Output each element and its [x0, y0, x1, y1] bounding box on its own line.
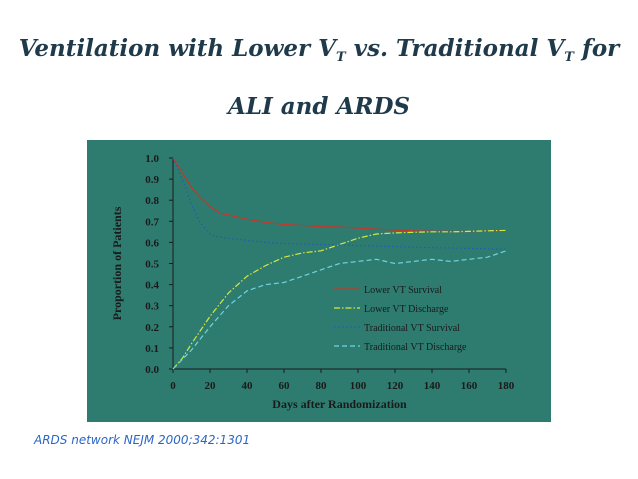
y-tick-label: 0.5 — [145, 259, 159, 271]
x-tick-label: 0 — [170, 380, 176, 392]
x-tick-label: 160 — [461, 380, 478, 392]
title-subscript-2: T — [564, 50, 574, 65]
legend-label: Traditional VT Discharge — [364, 342, 467, 353]
citation-text: ARDS network NEJM 2000;342:1301 — [34, 433, 251, 447]
series-line-3 — [172, 157, 507, 250]
x-tick-label: 60 — [279, 380, 291, 392]
y-tick-label: 0.2 — [145, 322, 159, 334]
series-line-2 — [172, 229, 507, 370]
y-tick-label: 0.7 — [145, 216, 159, 228]
title-text-part-1: Ventilation with Lower V — [18, 35, 337, 62]
title-subscript-1: T — [336, 50, 346, 65]
y-tick-label: 0.3 — [145, 301, 159, 313]
chart-panel: 0.0 0.1 0.2 0.3 0.4 0.5 0.6 0.7 0.8 0.9 1.0 0 20 40 60… — [87, 140, 551, 422]
x-tick-label: 40 — [242, 380, 254, 392]
x-tick-label: 180 — [498, 380, 515, 392]
survival-discharge-chart: 0.0 0.1 0.2 0.3 0.4 0.5 0.6 0.7 0.8 0.9 1.0 0 20 40 60… — [110, 153, 515, 411]
title-text-part-3: for — [573, 35, 620, 62]
y-tick-label: 0.9 — [145, 174, 159, 186]
x-tick-label: 140 — [424, 380, 441, 392]
x-tick-label: 80 — [316, 380, 328, 392]
legend-label: Lower VT Survival — [364, 285, 442, 296]
x-tick-label: 20 — [205, 380, 217, 392]
y-tick-label: 1.0 — [145, 153, 159, 165]
series-line-1 — [172, 157, 507, 233]
legend-label: Lower VT Discharge — [364, 304, 449, 315]
slide-title-line-2: ALI and ARDS — [227, 93, 410, 120]
y-tick-label: 0.1 — [145, 343, 159, 355]
legend-label: Traditional VT Survival — [364, 323, 460, 334]
y-axis-label: Proportion of Patients — [110, 206, 124, 320]
y-tick-label: 0.0 — [145, 364, 159, 376]
x-tick-label: 100 — [350, 380, 367, 392]
y-tick-label: 0.8 — [145, 195, 159, 207]
y-tick-label: 0.4 — [145, 280, 159, 292]
x-tick-label: 120 — [387, 380, 404, 392]
x-axis-label: Days after Randomization — [272, 397, 407, 411]
title-text-part-2: vs. Traditional V — [345, 35, 565, 62]
series-line-4 — [172, 250, 507, 370]
slide-title-line-1: Ventilation with Lower VT vs. Traditiona… — [0, 34, 638, 64]
y-tick-label: 0.6 — [145, 237, 159, 249]
